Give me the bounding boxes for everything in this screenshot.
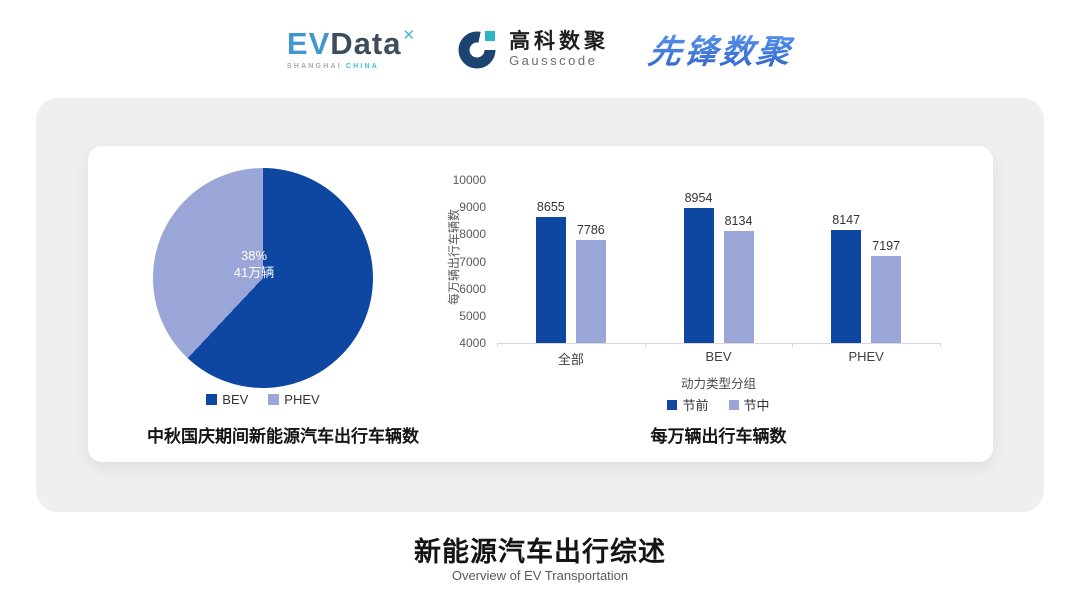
pie-legend-item-bev: BEV <box>206 392 248 407</box>
y-tick-label: 7000 <box>459 254 486 269</box>
bar-value-label: 8134 <box>724 213 753 228</box>
x-axis-tick <box>940 343 941 347</box>
pie-legend: BEV PHEV <box>88 392 438 407</box>
evdata-subtitle: SHANGHAI CHINA <box>287 63 379 70</box>
y-tick-label: 9000 <box>459 200 486 215</box>
pie-label-bev: 62% 66万辆 <box>383 316 423 350</box>
pre-holiday-legend-label: 节前 <box>682 398 709 413</box>
y-tick-label: 8000 <box>459 227 486 242</box>
pie-chart-title: 中秋国庆期间新能源汽车出行车辆数 <box>147 427 419 446</box>
x-axis-line <box>497 343 940 344</box>
bar-value-label: 8147 <box>832 213 861 228</box>
pre-holiday-legend-swatch <box>667 399 678 410</box>
bar-chart-title: 每万辆出行车辆数 <box>650 427 787 446</box>
gausscode-logo: 高科数聚 Gausscode <box>456 27 609 71</box>
pie-label-phev: 38% 41万辆 <box>234 248 274 282</box>
x-axis-tick <box>497 343 498 347</box>
logo-bar: EVData✕ SHANGHAI CHINA 高科数聚 Gausscode 先锋数… <box>0 16 1080 82</box>
gausscode-g-icon <box>458 31 496 69</box>
page-subtitle: Overview of EV Transportation <box>451 568 629 583</box>
bar-value-label: 7197 <box>872 239 901 254</box>
bar-value-label: 8954 <box>684 191 713 206</box>
bar-节前-BEV <box>683 208 714 343</box>
gausscode-text: 高科数聚 Gausscode <box>509 30 609 69</box>
bar-value-label: 8655 <box>536 199 565 214</box>
y-tick-label: 5000 <box>459 308 486 323</box>
mid-holiday-legend-swatch <box>728 399 739 410</box>
x-tick-label: PHEV <box>848 349 884 364</box>
bev-legend-label: BEV <box>222 392 249 407</box>
chart-panel: 38% 41万辆 62% 66万辆 BEV PHEV <box>36 98 1044 512</box>
phev-legend-swatch <box>268 394 280 405</box>
x-tick-label: BEV <box>705 349 732 364</box>
bev-legend-swatch <box>206 394 218 405</box>
evdata-ev-text: EV <box>286 26 331 61</box>
bar-节前-全部 <box>535 216 566 343</box>
pie-legend-item-phev: PHEV <box>268 392 320 407</box>
x-axis-tick <box>792 343 794 347</box>
x-tick-label: 全部 <box>557 352 584 367</box>
pie-chart: 38% 41万辆 62% 66万辆 <box>153 168 423 388</box>
bev-amount: 66万辆 <box>382 333 424 348</box>
gausscode-en-name: Gausscode <box>509 52 598 68</box>
pie-chart-block: 38% 41万辆 62% 66万辆 BEV PHEV <box>88 146 483 462</box>
bar-chart-block: 每万辆出行车辆数 动力类型分组 节前 节中 每万辆出行车辆数 4000 5000 6… <box>438 166 983 462</box>
evdata-shanghai-text: SHANGHAI <box>286 63 342 70</box>
bar-节中-全部 <box>575 240 606 343</box>
bar-value-label: 7786 <box>576 223 605 238</box>
bar-x-axis-label: 动力类型分组 <box>680 377 756 391</box>
evdata-logo: EVData✕ SHANGHAI CHINA <box>287 28 416 70</box>
pioneer-logo: 先锋数聚 <box>646 25 797 73</box>
phev-amount: 41万辆 <box>233 265 275 280</box>
x-axis-tick <box>644 343 646 347</box>
y-tick-label: 4000 <box>459 336 486 350</box>
bar-节前-PHEV <box>831 230 862 343</box>
phev-percent: 38% <box>240 248 268 264</box>
bar-legend: 节前 节中 <box>497 395 940 414</box>
phev-legend-label: PHEV <box>284 392 320 407</box>
y-tick-label: 10000 <box>452 173 486 187</box>
bar-legend-item-pre: 节前 <box>667 395 709 414</box>
bev-percent: 62% <box>389 316 417 332</box>
evdata-wordmark: EVData✕ <box>287 28 416 59</box>
y-tick-label: 6000 <box>459 281 486 296</box>
bar-legend-item-mid: 节中 <box>728 395 770 414</box>
page-title: 新能源汽车出行综述 <box>414 537 666 567</box>
mid-holiday-legend-label: 节中 <box>743 398 770 413</box>
bar-节中-PHEV <box>871 256 902 343</box>
chart-card: 38% 41万辆 62% 66万辆 BEV PHEV <box>88 146 993 462</box>
bar-节中-BEV <box>723 230 754 343</box>
evdata-china-text: CHINA <box>345 63 380 70</box>
gausscode-teal-square <box>485 31 496 41</box>
evdata-x-icon: ✕ <box>402 27 417 44</box>
evdata-data-text: Data <box>330 26 402 61</box>
gausscode-cn-name: 高科数聚 <box>509 29 610 53</box>
